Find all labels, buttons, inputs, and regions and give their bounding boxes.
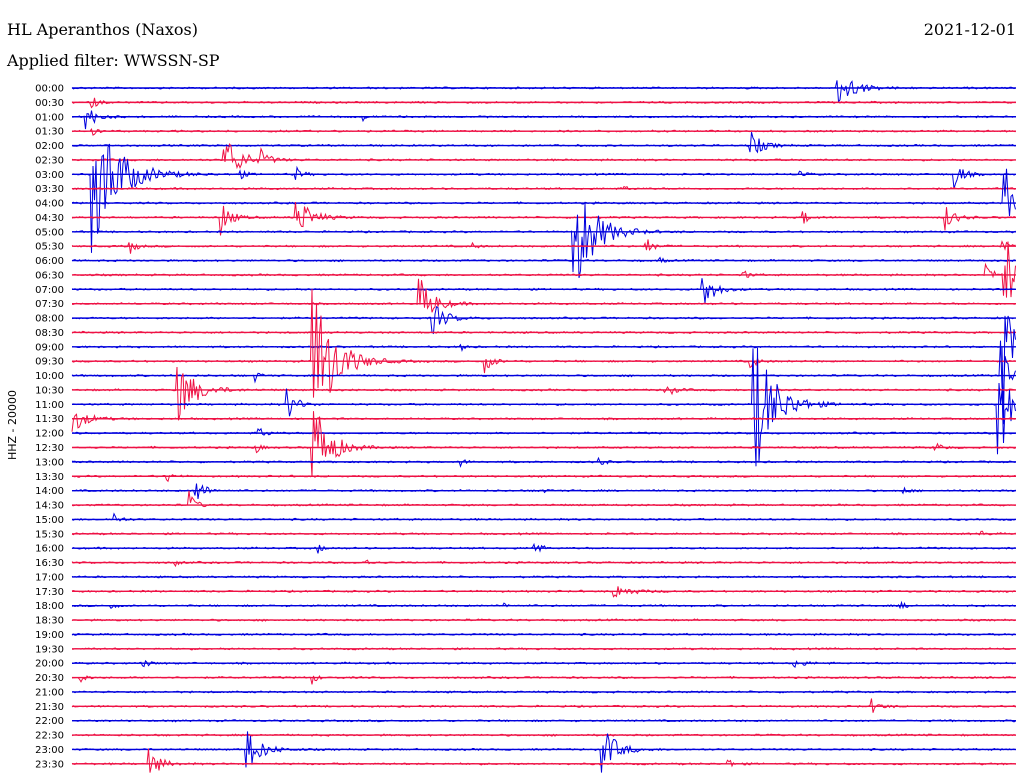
row-label: 17:30 [35,587,64,598]
row-label: 09:00 [35,342,64,353]
row-label: 02:00 [35,141,64,152]
filter-label: Applied filter: WWSSN-SP [7,51,220,70]
row-label: 21:30 [35,702,64,713]
row-label: 21:00 [35,687,64,698]
row-label: 20:30 [35,673,64,684]
row-label: 19:30 [35,644,64,655]
trace-line [71,748,1016,773]
trace-line [71,413,1016,432]
row-label: 04:30 [35,213,64,224]
row-label: 19:00 [35,630,64,641]
row-label: 02:30 [35,155,64,166]
row-label: 12:30 [35,443,64,454]
row-label: 13:30 [35,472,64,483]
trace-line [71,731,1016,773]
trace-line [72,427,1016,436]
row-label: 06:30 [35,270,64,281]
row-label: 00:00 [35,84,64,95]
date-label: 2021-12-01 [923,20,1016,39]
row-label: 08:00 [35,314,64,325]
trace-line [71,340,1016,396]
row-label: 06:00 [35,256,64,267]
row-label: 07:00 [35,285,64,296]
row-label: 04:00 [35,199,64,210]
row-label: 11:00 [35,400,64,411]
row-label: 03:30 [35,184,64,195]
row-label: 14:30 [35,501,64,512]
row-label: 10:30 [35,385,64,396]
trace-line [72,203,1016,279]
station-title: HL Aperanthos (Naxos) [7,20,198,39]
trace-line [71,288,1016,398]
row-label: 20:00 [35,659,64,670]
row-label: 18:00 [35,601,64,612]
row-label: 01:00 [35,112,64,123]
row-label: 09:30 [35,357,64,368]
row-label: 15:00 [35,515,64,526]
trace-line [71,202,1016,236]
row-label: 00:30 [35,98,64,109]
trace-line [72,110,1016,130]
row-label: 17:00 [35,572,64,583]
row-label: 15:30 [35,529,64,540]
row-label: 10:00 [35,371,64,382]
traces-group [71,80,1016,773]
row-label: 05:00 [35,227,64,238]
row-label: 23:30 [35,759,64,770]
row-label: 18:30 [35,616,64,627]
trace-line [71,131,1016,154]
row-label: 12:00 [35,429,64,440]
trace-line [71,659,1016,669]
row-label: 11:30 [35,414,64,425]
row-label: 13:00 [35,457,64,468]
row-label: 08:30 [35,328,64,339]
trace-line [72,278,1016,313]
trace-line [71,168,1016,217]
trace-line [71,411,1016,477]
row-label: 05:30 [35,242,64,253]
trace-line [71,306,1016,335]
row-label: 01:30 [35,127,64,138]
row-label: 16:00 [35,544,64,555]
row-label: 14:00 [35,486,64,497]
row-label: 16:30 [35,558,64,569]
row-label: 03:00 [35,170,64,181]
trace-line [71,142,1016,170]
trace-line [71,698,1016,713]
axis-ylabel: HHZ - 20000 [6,390,19,460]
trace-line [71,127,1016,136]
row-label: 07:30 [35,299,64,310]
trace-line [71,347,1016,467]
trace-line [71,278,1016,304]
row-label: 22:00 [35,716,64,727]
row-label: 23:00 [35,745,64,756]
row-labels-group: 00:00 00:30 01:00 01:30 02:00 02:30 03:00 03:30… [35,84,64,771]
trace-line [71,256,1016,264]
trace-line [71,490,1016,508]
row-label: 22:30 [35,731,64,742]
trace-line [71,80,1016,104]
